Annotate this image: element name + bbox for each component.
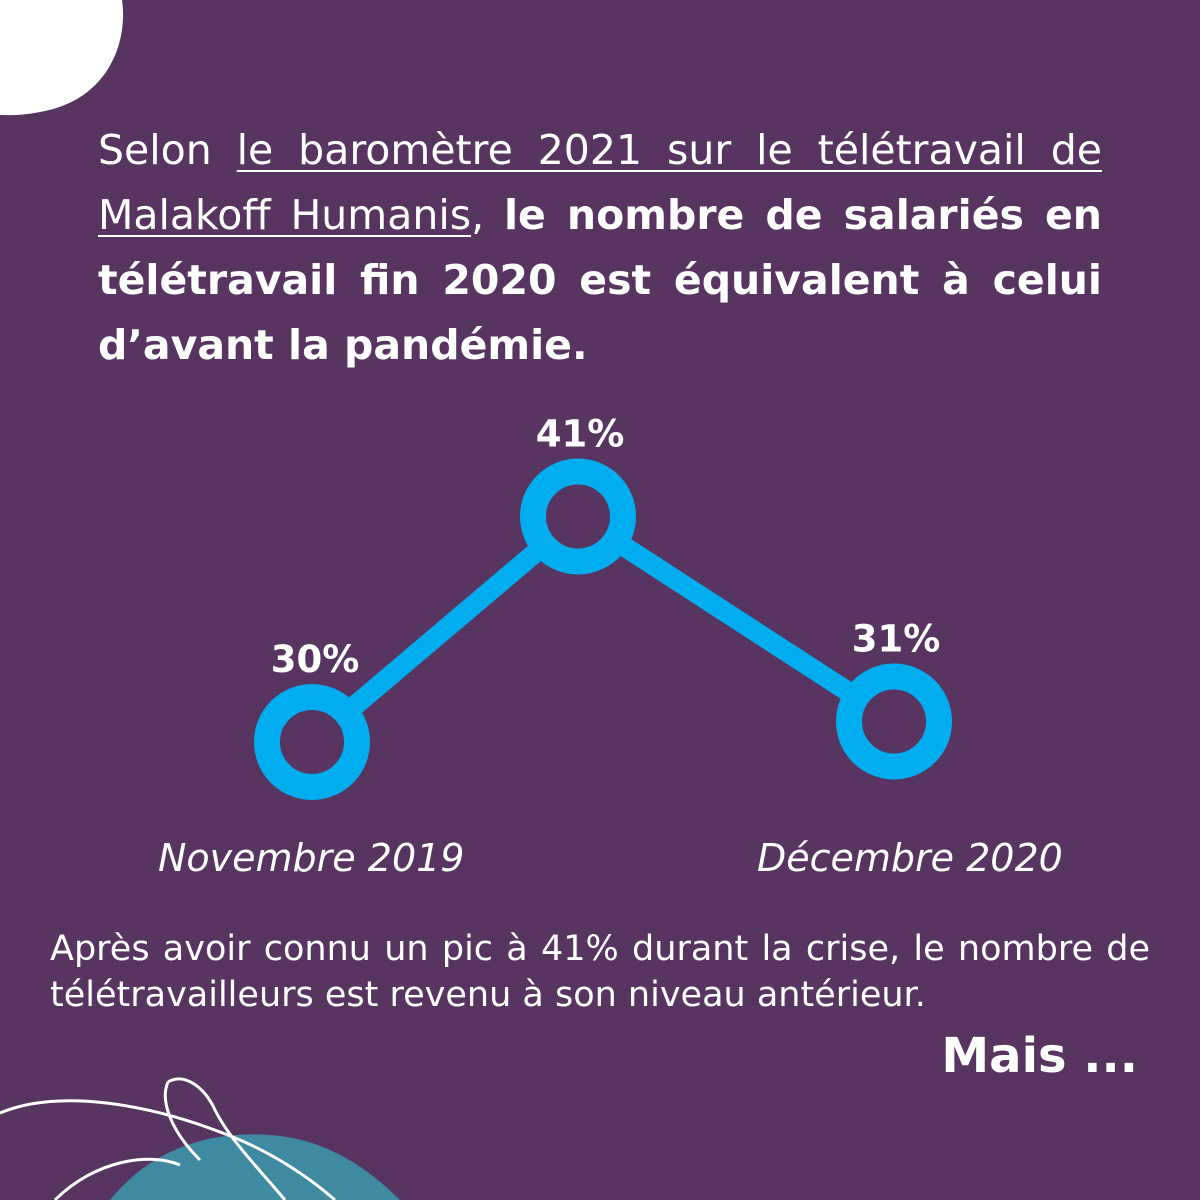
teletravail-line-chart: 30% 41% 31% (254, 413, 952, 800)
closing-text: Mais ... (941, 1028, 1138, 1084)
intro-comma: , (471, 191, 504, 239)
data-label-1: 41% (536, 413, 625, 456)
x-axis-label-dec-2020: Décembre 2020 (757, 836, 1063, 880)
data-label-2: 31% (852, 618, 941, 661)
data-label-0: 30% (271, 638, 360, 681)
intro-paragraph: Selon le baromètre 2021 sur le télétrava… (98, 118, 1102, 378)
barometre-link[interactable]: le baromètre 2021 sur le télétravail de … (98, 126, 1102, 239)
data-point-1 (520, 458, 636, 575)
corner-blob-decoration (0, 0, 124, 116)
data-point-0 (254, 684, 370, 800)
summary-paragraph: Après avoir connu un pic à 41% durant la… (50, 929, 1150, 1015)
intro-bold-statement: le nombre de salariés en télétravail fin… (98, 191, 1102, 369)
data-point-2 (836, 663, 952, 780)
x-axis-label-nov-2019: Novembre 2019 (158, 836, 465, 880)
intro-lead: Selon (98, 126, 237, 174)
